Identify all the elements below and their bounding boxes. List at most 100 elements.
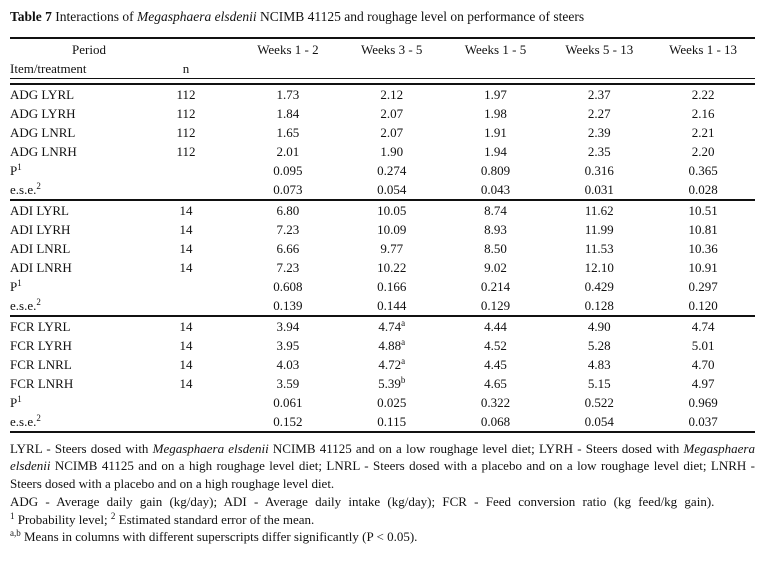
cell-n: [136, 412, 236, 432]
row-label: e.s.e.2: [10, 412, 41, 429]
table-row-fcr-1: FCR LYRH 14 3.95 4.88a 4.52 5.28 5.01: [10, 336, 755, 355]
cell-value: 4.52: [484, 337, 507, 353]
cell-value: 0.297: [688, 278, 718, 294]
table-body: ADG LYRL 112 1.73 2.12 1.97 2.37 2.22 ADG LYRH 1…: [10, 84, 755, 432]
cell-value: 0.129: [480, 297, 511, 313]
text-run: NCIMB 41125 and on a low roughage level …: [268, 440, 684, 456]
header-weeks-1-2: Weeks 1 - 2: [257, 42, 319, 57]
cell-n: 14: [179, 259, 193, 275]
table-row-fcr-5: e.s.e.2 0.152 0.115 0.068 0.054 0.037: [10, 412, 755, 432]
cell-n: 14: [136, 314, 236, 336]
cell-value: 0.128: [584, 297, 614, 313]
table-row-fcr-3: FCR LNRH 14 3.59 5.39b 4.65 5.15 4.97: [10, 374, 755, 393]
superscript: a: [401, 355, 406, 366]
table-header: Period Weeks 1 - 2 Weeks 3 - 5 Weeks 1 -…: [10, 38, 755, 85]
table-row-adg-1: ADG LYRH 112 1.84 2.07 1.98 2.27 2.16: [10, 104, 755, 123]
cell-value: 2.01: [276, 143, 300, 159]
document: Table 7 Interactions of Megasphaera elsd…: [10, 6, 755, 547]
cell-n: 14: [179, 375, 193, 391]
cell-value: 4.65: [484, 375, 507, 391]
cell-value: 10.91: [688, 259, 718, 275]
row-label: ADG LNRH: [10, 143, 77, 159]
text-run: Megasphaera elsdenii: [10, 440, 755, 474]
cell-value: 2.07: [380, 124, 404, 140]
cell-value: 7.23: [276, 259, 300, 275]
cell-n: 14: [179, 356, 193, 372]
cell-value: 1.84: [276, 105, 300, 121]
cell-value: 9.77: [380, 240, 404, 256]
cell-value: 0.054: [377, 181, 407, 197]
cell-value: 0.068: [480, 413, 511, 429]
cell-value: 6.80: [236, 198, 340, 220]
cell-value: 1.91: [484, 124, 507, 140]
table-row-adg-3: ADG LNRH 112 2.01 1.90 1.94 2.35 2.20: [10, 142, 755, 161]
row-label: ADI LYRL: [10, 198, 136, 220]
text-run: Megasphaera elsdenii: [137, 9, 257, 24]
cell-value: 4.97: [691, 375, 715, 391]
cell-value: 5.39b: [378, 374, 406, 391]
header-rule-line: [10, 78, 755, 85]
table-row-adi-4: P1 0.608 0.166 0.214 0.429 0.297: [10, 277, 755, 296]
text-run: NCIMB 41125 and on a high roughage level…: [10, 458, 755, 492]
text-run: Means in columns with different superscr…: [20, 529, 418, 545]
cell-value: 4.88a: [378, 336, 406, 353]
cell-value: 1.94: [484, 143, 507, 159]
table-row-adi-3: ADI LNRH 14 7.23 10.22 9.02 12.10 10.91: [10, 258, 755, 277]
row-label: FCR LNRL: [10, 356, 72, 372]
cell-value: 0.043: [480, 181, 511, 197]
header-spacer: [547, 60, 652, 79]
row-label: FCR LYRH: [10, 337, 72, 353]
cell-value: 2.22: [691, 86, 715, 102]
header-period: Period: [72, 42, 106, 57]
cell-value: 0.429: [584, 278, 614, 294]
superscript: a,b: [10, 528, 21, 539]
cell-n: 112: [176, 124, 196, 140]
cell-n: 112: [176, 143, 196, 159]
table-row-adg-4: P1 0.095 0.274 0.809 0.316 0.365: [10, 161, 755, 180]
table-caption: Table 7 Interactions of Megasphaera elsd…: [10, 6, 755, 37]
footnote-3: 1 Probability level; 2 Estimated standar…: [10, 511, 755, 529]
cell-value: 4.44: [443, 314, 548, 336]
cell-value: 8.93: [484, 221, 507, 237]
header-spacer: [651, 60, 755, 79]
cell-value: 11.53: [584, 240, 614, 256]
cell-n: 14: [136, 198, 236, 220]
superscript: 1: [10, 510, 15, 521]
header-row-period: Period Weeks 1 - 2 Weeks 3 - 5 Weeks 1 -…: [10, 38, 755, 60]
cell-value: 10.22: [377, 259, 407, 275]
cell-value: 10.05: [339, 198, 444, 220]
cell-n: [136, 296, 236, 316]
cell-value: 9.02: [484, 259, 507, 275]
cell-value: 6.66: [276, 240, 300, 256]
superscript: 1: [17, 393, 22, 404]
cell-value: 0.025: [377, 394, 407, 410]
superscript: a: [401, 317, 406, 328]
cell-n: 14: [179, 240, 193, 256]
text-run: Probability level;: [14, 511, 111, 527]
cell-value: 0.274: [377, 162, 407, 178]
header-item-treatment: Item/treatment: [10, 60, 136, 79]
header-weeks-1-5: Weeks 1 - 5: [464, 42, 527, 57]
header-spacer: [443, 60, 548, 79]
cell-value: 10.36: [688, 240, 718, 256]
cell-value: 2.37: [587, 86, 611, 102]
row-label: ADI LNRL: [10, 240, 71, 256]
cell-value: 4.74a: [339, 314, 444, 336]
cell-value: 2.20: [691, 143, 715, 159]
cell-value: 0.144: [377, 297, 407, 313]
cell-value: 4.74: [651, 314, 755, 336]
cell-value: 0.073: [273, 181, 303, 197]
cell-n: 112: [176, 105, 196, 121]
table-row-adg-5: e.s.e.2 0.073 0.054 0.043 0.031 0.028: [10, 180, 755, 200]
row-label: ADG LYRH: [10, 105, 76, 121]
cell-value: 8.50: [484, 240, 507, 256]
text-run: Interactions of: [51, 9, 137, 24]
header-rule: [10, 78, 755, 85]
cell-value: 0.969: [688, 394, 718, 410]
table-row-adi-1: ADI LYRH 14 7.23 10.09 8.93 11.99 10.81: [10, 220, 755, 239]
cell-value: 1.90: [380, 143, 404, 159]
cell-value: 0.152: [273, 413, 303, 429]
footnotes: LYRL - Steers dosed with Megasphaera els…: [10, 433, 755, 547]
cell-value: 0.608: [273, 278, 303, 294]
